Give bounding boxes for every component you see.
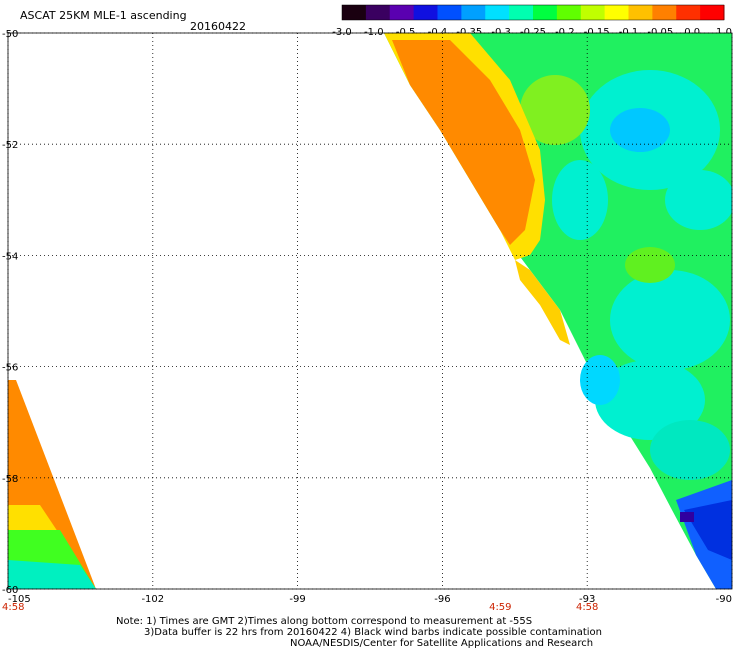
latitude-label: -52 bbox=[2, 140, 18, 151]
colorbar-label: -1.0 bbox=[364, 27, 384, 38]
graticule bbox=[7, 32, 733, 590]
colorbar-swatch bbox=[461, 5, 486, 20]
colorbar-swatch bbox=[365, 5, 391, 20]
colorbar-swatch bbox=[556, 5, 582, 20]
latitude-label: -50 bbox=[2, 29, 18, 40]
cyan-patch-south bbox=[595, 360, 705, 440]
colorbar-label: -0.4 bbox=[428, 27, 448, 38]
colorbar-frame bbox=[341, 4, 725, 21]
cyan-patch-edge bbox=[580, 355, 620, 405]
colorbar-label: -0.15 bbox=[584, 27, 610, 38]
colorbar-label: 0.0 bbox=[684, 27, 700, 38]
time-label: 4:58 bbox=[2, 602, 24, 613]
colorbar-swatch bbox=[509, 5, 534, 20]
violet-cell bbox=[680, 512, 694, 522]
colorbar-label: -0.3 bbox=[491, 27, 511, 38]
cyan-patch-mid bbox=[610, 270, 730, 370]
longitude-label: -96 bbox=[434, 594, 450, 605]
colorbar-swatch bbox=[437, 5, 462, 20]
colorbar-swatch bbox=[533, 5, 558, 20]
colorbar-label: -0.25 bbox=[520, 27, 546, 38]
wind-data-swath bbox=[8, 33, 732, 589]
colorbar-swatch bbox=[604, 5, 629, 20]
colorbar-label: -0.1 bbox=[619, 27, 639, 38]
colorbar-swatch bbox=[580, 5, 606, 20]
colorbar-label: -0.2 bbox=[555, 27, 575, 38]
colorbar-labels: -3.0 -1.0 -0.5 -0.4 -0.35 -0.3 -0.25 -0.2 -0.15-… bbox=[332, 27, 732, 38]
colorbar-label: 1.0 bbox=[716, 27, 732, 38]
note-line-2: 3)Data buffer is 22 hrs from 20160422 4)… bbox=[144, 627, 602, 638]
longitude-labels: -105 -102 -99 -96 -93 -90 bbox=[8, 594, 732, 605]
colorbar-label: -0.05 bbox=[647, 27, 673, 38]
latitude-label: -56 bbox=[2, 363, 18, 374]
west-swath-cyan bbox=[8, 560, 96, 589]
colorbar-swatch bbox=[652, 5, 677, 20]
time-labels: 4:58 4:59 4:58 bbox=[2, 602, 598, 613]
longitude-label: -90 bbox=[716, 594, 732, 605]
colorbar-label: -3.0 bbox=[332, 27, 352, 38]
colorbar-swatches bbox=[342, 5, 725, 20]
colorbar-label: -0.35 bbox=[456, 27, 482, 38]
green-patch-north bbox=[520, 75, 590, 145]
green-patch bbox=[625, 247, 675, 283]
colorbar-swatch bbox=[628, 5, 653, 20]
colorbar-swatch bbox=[676, 5, 701, 20]
cyan-patch-west bbox=[552, 160, 608, 240]
latitude-label: -54 bbox=[2, 251, 18, 262]
note-line-3: NOAA/NESDIS/Center for Satellite Applica… bbox=[290, 638, 594, 649]
colorbar-swatch bbox=[342, 5, 367, 20]
time-label: 4:59 bbox=[489, 602, 511, 613]
colorbar-swatch bbox=[413, 5, 438, 20]
colorbar: -3.0 -1.0 -0.5 -0.4 -0.35 -0.3 -0.25 -0.2 -0.15-… bbox=[332, 4, 732, 38]
colorbar-label: -0.5 bbox=[396, 27, 416, 38]
colorbar-swatch bbox=[485, 5, 510, 20]
latitude-labels: -50 -52 -54 -56 -58 -60 bbox=[2, 29, 18, 596]
dark-blue-corner bbox=[684, 500, 732, 560]
blue-patch-north bbox=[610, 108, 670, 152]
latitude-label: -58 bbox=[2, 474, 18, 485]
orange-band bbox=[392, 40, 535, 245]
time-label: 4:58 bbox=[576, 602, 598, 613]
plot-frame bbox=[7, 32, 733, 590]
cyan-patch-east bbox=[665, 170, 732, 230]
cyan-patch-southeast bbox=[650, 420, 730, 480]
yellow-strip-south bbox=[515, 260, 570, 345]
longitude-label: -93 bbox=[579, 594, 595, 605]
colorbar-swatch bbox=[700, 5, 725, 20]
longitude-label: -105 bbox=[8, 594, 31, 605]
map-title: ASCAT 25KM MLE-1 ascending bbox=[20, 9, 187, 22]
colorbar-swatch bbox=[389, 5, 415, 20]
longitude-label: -99 bbox=[289, 594, 305, 605]
map-date: 20160422 bbox=[190, 20, 246, 33]
longitude-label: -102 bbox=[141, 594, 164, 605]
latitude-label: -60 bbox=[2, 585, 18, 596]
note-line-1: Note: 1) Times are GMT 2)Times along bot… bbox=[116, 616, 533, 627]
